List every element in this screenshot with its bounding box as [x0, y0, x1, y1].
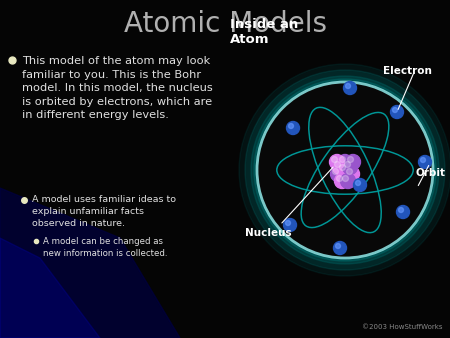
- Circle shape: [345, 167, 360, 182]
- Circle shape: [251, 76, 439, 264]
- Circle shape: [346, 83, 351, 89]
- Circle shape: [287, 121, 300, 135]
- Circle shape: [334, 173, 350, 189]
- Circle shape: [338, 163, 352, 177]
- Circle shape: [288, 123, 293, 128]
- Circle shape: [396, 206, 410, 218]
- Circle shape: [245, 70, 445, 270]
- Circle shape: [334, 162, 341, 168]
- Text: ©2003 HowStuffWorks: ©2003 HowStuffWorks: [363, 324, 443, 330]
- Circle shape: [341, 173, 356, 189]
- Text: Atomic Models: Atomic Models: [123, 10, 327, 38]
- Circle shape: [239, 64, 450, 276]
- Polygon shape: [0, 238, 100, 338]
- Circle shape: [254, 79, 436, 261]
- Circle shape: [333, 160, 347, 174]
- Circle shape: [354, 178, 366, 192]
- Circle shape: [418, 155, 432, 169]
- Circle shape: [399, 208, 404, 213]
- Circle shape: [392, 107, 397, 113]
- Circle shape: [420, 158, 426, 163]
- Circle shape: [329, 154, 345, 169]
- Circle shape: [391, 105, 404, 119]
- Circle shape: [356, 180, 360, 186]
- Circle shape: [337, 175, 342, 182]
- Circle shape: [347, 156, 354, 163]
- Circle shape: [336, 243, 341, 248]
- Text: Orbit: Orbit: [415, 168, 445, 178]
- Text: Inside an
Atom: Inside an Atom: [230, 18, 298, 46]
- Circle shape: [333, 169, 338, 174]
- Text: A model can be changed as
new information is collected.: A model can be changed as new informatio…: [43, 237, 167, 258]
- Circle shape: [339, 165, 346, 170]
- Circle shape: [338, 154, 352, 169]
- Circle shape: [343, 81, 356, 95]
- Circle shape: [346, 154, 360, 169]
- Circle shape: [346, 169, 352, 174]
- Text: Electron: Electron: [383, 66, 432, 76]
- Text: Nucleus: Nucleus: [245, 228, 292, 238]
- Text: A model uses familiar ideas to
explain unfamiliar facts
observed in nature.: A model uses familiar ideas to explain u…: [32, 195, 176, 227]
- Circle shape: [285, 220, 291, 225]
- Polygon shape: [0, 188, 180, 338]
- Circle shape: [257, 82, 433, 258]
- Circle shape: [330, 167, 346, 182]
- Circle shape: [284, 218, 297, 232]
- Circle shape: [342, 160, 357, 174]
- Text: This model of the atom may look
familiar to you. This is the Bohr
model. In this: This model of the atom may look familiar…: [22, 56, 213, 120]
- Circle shape: [342, 175, 348, 182]
- Circle shape: [345, 162, 351, 168]
- Circle shape: [332, 156, 338, 163]
- Circle shape: [339, 156, 346, 163]
- Circle shape: [333, 241, 346, 255]
